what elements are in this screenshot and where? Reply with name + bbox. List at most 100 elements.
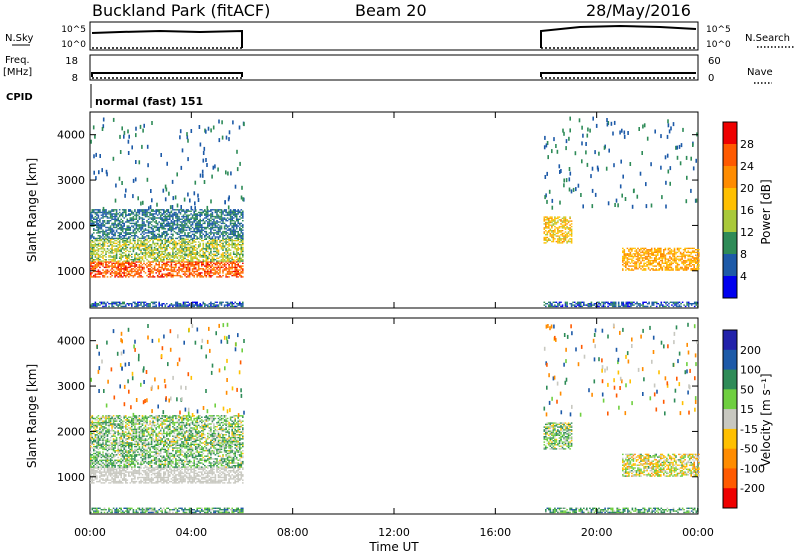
echo-cell <box>128 257 130 259</box>
echo-cell <box>166 213 168 215</box>
echo-cell <box>102 211 104 214</box>
echo-cell <box>166 264 168 266</box>
echo-cell <box>222 236 224 238</box>
echo-cell <box>120 245 122 247</box>
echo-cell <box>682 261 685 263</box>
echo-cell <box>166 259 168 261</box>
echo-cell <box>141 230 144 233</box>
echo-cell <box>156 217 159 219</box>
sparse-echo <box>142 200 144 205</box>
echo-cell <box>655 250 657 252</box>
echo-cell <box>637 261 639 263</box>
echo-cell <box>211 264 214 266</box>
echo-cell <box>210 259 212 261</box>
echo-cell <box>193 239 195 242</box>
echo-cell <box>554 221 556 224</box>
echo-cell <box>93 245 95 247</box>
echo-cell <box>188 221 191 223</box>
echo-cell <box>105 269 107 271</box>
echo-cell <box>201 274 203 277</box>
echo-cell <box>675 258 677 260</box>
echo-cell <box>121 252 124 254</box>
echo-cell <box>570 231 573 233</box>
echo-cell <box>163 238 165 240</box>
echo-cell <box>210 301 212 303</box>
echo-cell <box>163 273 165 275</box>
echo-cell <box>659 305 661 308</box>
echo-cell <box>117 244 119 246</box>
echo-cell <box>169 265 171 267</box>
echo-cell <box>551 216 553 218</box>
echo-cell <box>235 252 238 254</box>
echo-cell <box>173 257 176 259</box>
echo-cell <box>226 217 229 219</box>
echo-cell <box>99 270 101 273</box>
echo-cell <box>153 269 156 271</box>
echo-cell <box>592 304 594 306</box>
echo-cell <box>173 241 176 243</box>
echo-cell <box>91 246 94 249</box>
echo-cell <box>125 228 127 230</box>
echo-cell <box>635 253 638 255</box>
echo-cell <box>105 266 107 269</box>
echo-cell <box>653 265 656 267</box>
echo-cell <box>114 276 116 278</box>
echo-cell <box>220 248 223 250</box>
echo-cell <box>143 249 145 251</box>
echo-cell <box>100 482 103 484</box>
echo-cell <box>96 252 98 254</box>
echo-cell <box>201 261 203 263</box>
echo-cell <box>109 229 112 231</box>
echo-cell <box>208 221 211 223</box>
echo-cell <box>197 214 200 216</box>
sparse-echo <box>682 127 684 132</box>
echo-cell <box>611 304 614 306</box>
sparse-echo <box>127 129 129 134</box>
echo-cell <box>640 249 642 251</box>
echo-cell <box>637 254 639 256</box>
echo-cell <box>103 475 106 477</box>
echo-cell <box>231 270 233 273</box>
echo-cell <box>213 262 215 264</box>
echo-cell <box>237 273 239 275</box>
echo-cell <box>152 260 154 262</box>
echo-cell <box>210 250 212 253</box>
echo-cell <box>222 246 224 249</box>
echo-cell <box>563 238 565 240</box>
echo-cell <box>126 261 129 263</box>
echo-cell <box>117 265 119 267</box>
echo-cell <box>650 253 653 255</box>
echo-cell <box>196 217 198 219</box>
echo-cell <box>131 304 133 306</box>
echo-cell <box>226 244 229 246</box>
echo-cell <box>129 213 132 215</box>
echo-cell <box>125 265 127 267</box>
echo-cell <box>166 217 168 219</box>
echo-cell <box>161 264 163 266</box>
echo-cell <box>123 211 125 214</box>
echo-cell <box>223 228 226 230</box>
echo-cell <box>563 240 565 243</box>
echo-cell <box>663 254 665 256</box>
echo-cell <box>150 244 153 246</box>
echo-cell <box>163 246 165 249</box>
echo-cell <box>211 261 214 263</box>
echo-cell <box>695 304 698 306</box>
echo-cell <box>202 246 205 249</box>
echo-cell <box>211 221 214 223</box>
echo-cell <box>167 269 170 271</box>
echo-cell <box>685 265 688 267</box>
echo-cell <box>193 274 195 277</box>
echo-cell <box>181 248 183 250</box>
echo-cell <box>231 272 233 274</box>
echo-cell <box>232 252 235 254</box>
echo-cell <box>164 214 167 216</box>
echo-cell <box>672 258 674 260</box>
echo-cell <box>134 236 136 238</box>
echo-cell <box>184 252 186 254</box>
echo-cell <box>187 264 189 266</box>
echo-cell <box>632 255 635 258</box>
echo-cell <box>115 303 118 305</box>
echo-cell <box>175 250 177 253</box>
echo-cell <box>182 301 185 303</box>
